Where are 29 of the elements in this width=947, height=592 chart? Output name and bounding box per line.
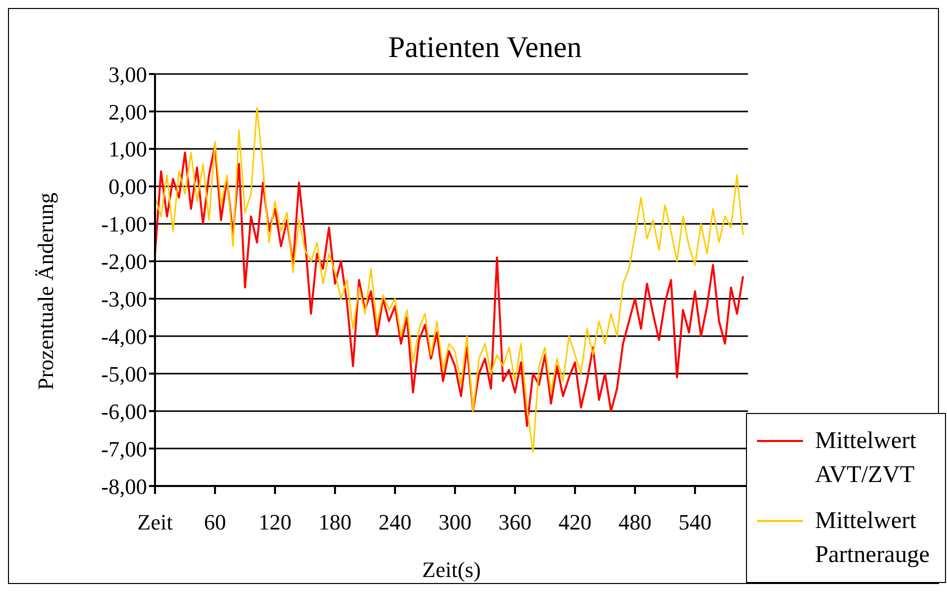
x-axis-title: Zeit(s) <box>422 557 481 582</box>
y-tick-label: -7,00 <box>101 436 147 462</box>
y-tick-label: 3,00 <box>108 62 147 87</box>
legend-label: Mittelwert AVT/ZVT <box>815 427 918 490</box>
y-tick-label: 1,00 <box>108 136 147 162</box>
x-tick-label: 180 <box>318 510 352 535</box>
y-tick-label: -8,00 <box>101 474 147 499</box>
x-tick-label: 420 <box>558 510 592 535</box>
x-tick-label: 300 <box>438 510 472 535</box>
y-tick-label: -1,00 <box>101 212 147 237</box>
chart-title: Patienten Venen <box>388 31 582 64</box>
y-tick-label: -5,00 <box>101 361 147 386</box>
x-tick-label: Zeit <box>137 510 173 535</box>
x-tick-label: 360 <box>498 510 532 535</box>
y-axis-title: Prozentuale Änderung <box>32 192 58 390</box>
y-tick-label: -6,00 <box>101 398 147 424</box>
x-tick-label: 540 <box>678 510 712 535</box>
y-tick-label: 2,00 <box>108 99 147 124</box>
x-tick-label: 480 <box>618 510 652 535</box>
x-tick-label: 240 <box>378 510 412 535</box>
x-tick-label: 120 <box>258 510 292 535</box>
legend-label: Mittelwert Partnerauge <box>815 507 931 570</box>
line-series <box>155 144 744 428</box>
line-series <box>155 106 744 454</box>
y-tick-label: -3,00 <box>101 286 147 312</box>
x-tick-label: 60 <box>204 510 226 535</box>
y-tick-label: -2,00 <box>101 249 147 274</box>
y-tick-label: -4,00 <box>101 324 147 349</box>
y-tick-label: 0,00 <box>108 174 147 200</box>
